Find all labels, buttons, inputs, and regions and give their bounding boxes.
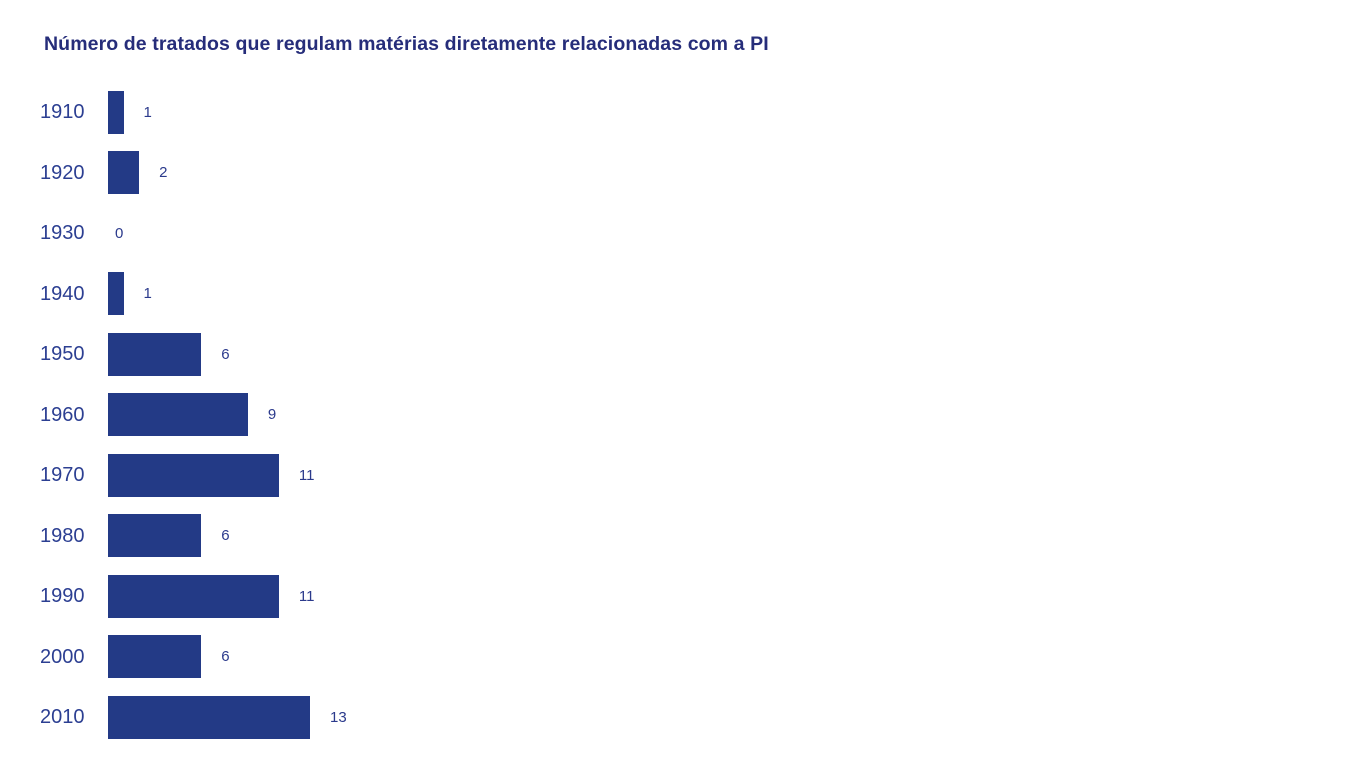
value-label: 6: [221, 345, 230, 363]
category-label: 1960: [40, 403, 85, 426]
bar: [108, 90, 124, 134]
bar-track: 6: [108, 332, 230, 376]
value-label: 0: [115, 224, 124, 242]
category-label: 1920: [40, 161, 85, 184]
chart-rows: 1910 1 1920 2 1930 0 1940 1 1950 6 1960 9 1970 11 1980…: [40, 82, 1366, 748]
chart-row: 2010 13: [40, 687, 1366, 748]
bar: [108, 393, 248, 437]
bar-track: 6: [108, 514, 230, 558]
category-label: 2000: [40, 645, 85, 668]
chart-title: Número de tratados que regulam matérias …: [44, 33, 769, 55]
chart-row: 1920 2: [40, 143, 1366, 204]
value-label: 1: [143, 285, 152, 303]
value-label: 2: [159, 164, 168, 182]
bar-track: 6: [108, 635, 230, 679]
category-label: 1970: [40, 464, 85, 487]
bar: [108, 695, 310, 739]
category-label: 1940: [40, 282, 85, 305]
chart-row: 1970 11: [40, 445, 1366, 506]
bar-track: 1: [108, 272, 152, 316]
bar: [108, 453, 279, 497]
value-label: 1: [143, 103, 152, 121]
bar-track: 0: [108, 212, 123, 255]
bar-track: 11: [108, 574, 315, 618]
category-label: 1990: [40, 585, 85, 608]
chart-row: 1980 6: [40, 506, 1366, 567]
category-label: 2010: [40, 706, 85, 729]
chart-row: 1950 6: [40, 324, 1366, 385]
bar-track: 2: [108, 151, 168, 195]
bar-track: 13: [108, 695, 347, 739]
category-label: 1910: [40, 101, 85, 124]
chart-row: 1960 9: [40, 385, 1366, 446]
bar-track: 1: [108, 90, 152, 134]
chart-row: 1940 1: [40, 264, 1366, 325]
bar: [108, 151, 140, 195]
bar: [108, 635, 202, 679]
chart-row: 2000 6: [40, 627, 1366, 688]
value-label: 11: [298, 466, 315, 484]
chart-row: 1990 11: [40, 566, 1366, 627]
bar-track: 9: [108, 393, 277, 437]
category-label: 1980: [40, 524, 85, 547]
chart-row: 1930 0: [40, 203, 1366, 264]
value-label: 9: [267, 406, 277, 424]
value-label: 6: [221, 527, 230, 545]
value-label: 13: [330, 708, 347, 726]
chart-row: 1910 1: [40, 82, 1366, 143]
bar: [108, 514, 202, 558]
bar: [108, 574, 279, 618]
value-label: 11: [298, 587, 315, 605]
bar-track: 11: [108, 453, 315, 497]
category-label: 1950: [40, 343, 85, 366]
bar: [108, 272, 124, 316]
value-label: 6: [221, 648, 230, 666]
bar: [108, 332, 202, 376]
category-label: 1930: [40, 222, 85, 245]
